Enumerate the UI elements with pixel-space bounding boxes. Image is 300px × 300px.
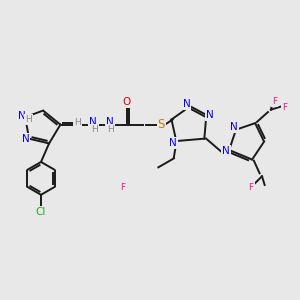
Text: Cl: Cl [36, 207, 46, 217]
Text: N: N [106, 117, 114, 127]
Text: N: N [230, 122, 238, 132]
Text: N: N [22, 134, 29, 144]
Text: H: H [91, 124, 98, 134]
Text: N: N [183, 99, 190, 109]
Text: O: O [123, 97, 131, 107]
Text: F: F [282, 103, 287, 112]
Text: N: N [18, 111, 26, 121]
Text: F: F [272, 97, 278, 106]
Text: H: H [25, 115, 32, 124]
Text: H: H [74, 118, 81, 127]
Text: F: F [120, 183, 125, 192]
Text: N: N [206, 110, 214, 120]
Text: N: N [89, 117, 97, 127]
Text: N: N [169, 138, 177, 148]
Text: S: S [158, 118, 165, 131]
Text: F: F [248, 183, 253, 192]
Text: H: H [107, 124, 114, 134]
Text: N: N [222, 146, 230, 156]
